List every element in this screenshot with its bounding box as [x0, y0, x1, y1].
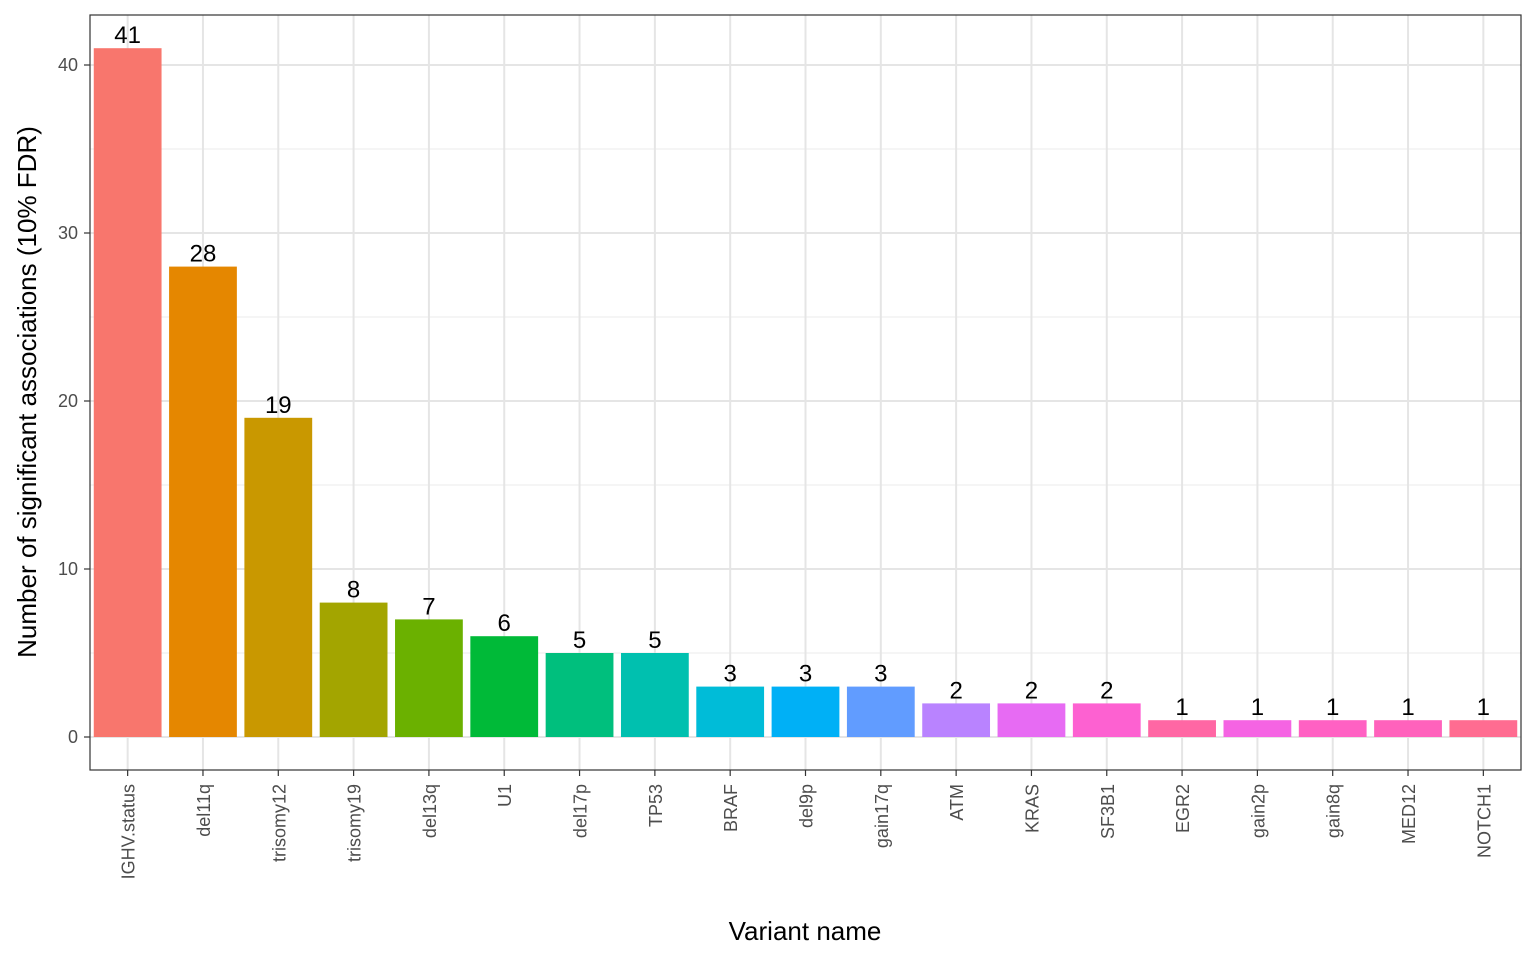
- bar-gain17q: [846, 686, 915, 737]
- x-tick-label: trisomy19: [345, 784, 365, 862]
- x-axis-title: Variant name: [729, 916, 882, 946]
- bar-del17p: [545, 653, 614, 737]
- bar-del13q: [395, 619, 463, 737]
- bar-atm: [922, 703, 991, 737]
- bar-notch1: [1449, 720, 1518, 737]
- bar-sf3b1: [1072, 703, 1141, 737]
- data-label: 28: [190, 241, 217, 268]
- data-label: 8: [347, 577, 360, 604]
- data-label: 3: [799, 661, 812, 688]
- x-tick-label: del9p: [797, 784, 817, 828]
- y-tick-label: 20: [58, 391, 78, 411]
- x-tick-label: EGR2: [1173, 784, 1193, 833]
- data-label: 19: [265, 392, 292, 419]
- data-label: 5: [648, 627, 661, 654]
- data-label: 2: [949, 677, 962, 704]
- x-tick-label: del11q: [194, 784, 214, 837]
- y-tick-label: 30: [58, 223, 78, 243]
- data-label: 1: [1251, 694, 1264, 721]
- bar-braf: [696, 686, 765, 737]
- bar-ighv-status: [93, 48, 162, 737]
- x-tick-label: TP53: [646, 784, 666, 827]
- data-label: 41: [114, 22, 141, 49]
- bar-gain8q: [1298, 720, 1367, 737]
- bar-trisomy19: [319, 602, 388, 737]
- data-label: 3: [874, 661, 887, 688]
- x-tick-label: trisomy12: [269, 784, 289, 862]
- bar-gain2p: [1223, 720, 1292, 737]
- bar-u1: [470, 636, 539, 737]
- x-tick-label: IGHV.status: [119, 784, 139, 879]
- x-tick-label: KRAS: [1022, 784, 1042, 833]
- x-tick-label: SF3B1: [1098, 784, 1118, 839]
- bar-tp53: [620, 653, 689, 737]
- x-tick-label: del17p: [571, 784, 591, 838]
- x-tick-label: gain8q: [1324, 784, 1344, 838]
- x-tick-label: del13q: [420, 784, 440, 838]
- x-tick-label: gain17q: [872, 784, 892, 848]
- bar-trisomy12: [244, 417, 313, 737]
- data-label: 1: [1175, 694, 1188, 721]
- axis-layer: 0 10 20 30 40 IGHV.status del11q trisomy12 triso…: [58, 55, 1494, 879]
- data-label: 6: [498, 610, 511, 637]
- x-tick-label: ATM: [947, 784, 967, 821]
- y-tick-label: 10: [58, 559, 78, 579]
- x-tick-label: gain2p: [1248, 784, 1268, 838]
- data-label: 2: [1100, 677, 1113, 704]
- bar-del9p: [771, 686, 840, 737]
- bar-layer: [93, 48, 1518, 737]
- y-axis-title: Number of significant associations (10% …: [12, 126, 42, 658]
- x-tick-label: MED12: [1399, 784, 1419, 844]
- data-label: 2: [1025, 677, 1038, 704]
- bar-del11q: [169, 266, 237, 737]
- bar-med12: [1374, 720, 1442, 737]
- x-tick-label: BRAF: [721, 784, 741, 832]
- data-label: 3: [724, 661, 737, 688]
- y-tick-label: 40: [58, 55, 78, 75]
- x-tick-label: NOTCH1: [1474, 784, 1494, 858]
- bar-egr2: [1148, 720, 1216, 737]
- y-tick-label: 0: [68, 727, 78, 747]
- data-label: 1: [1477, 694, 1490, 721]
- data-label: 1: [1326, 694, 1339, 721]
- data-label: 7: [422, 593, 435, 620]
- data-label: 1: [1401, 694, 1414, 721]
- data-label-layer: 41 28 19 8 7 6 5 5 3 3 3 2 2 2 1 1 1 1 1: [114, 22, 1490, 721]
- data-label: 5: [573, 627, 586, 654]
- bar-kras: [997, 703, 1066, 737]
- x-tick-label: U1: [495, 784, 515, 807]
